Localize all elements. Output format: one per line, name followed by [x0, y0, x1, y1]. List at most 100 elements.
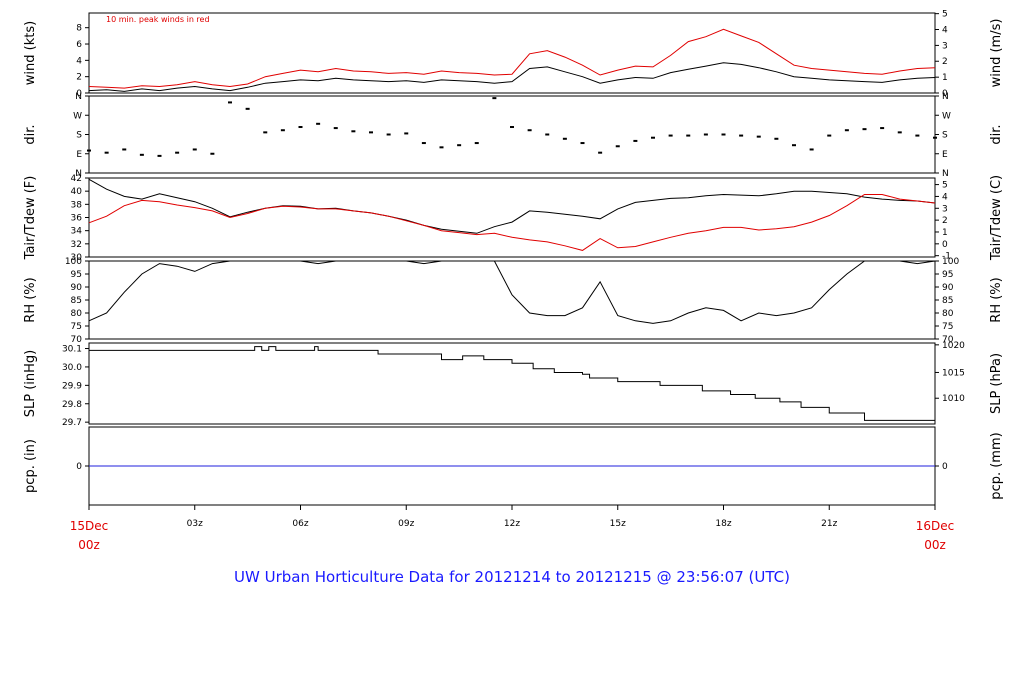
ylabel-left-slp: SLP (inHg) — [23, 350, 38, 418]
series-wind-1 — [88, 28, 936, 89]
direction-point — [703, 133, 708, 136]
ytick-label-left-rh: 95 — [71, 270, 82, 280]
ytick-label-right-dir: N — [942, 169, 949, 179]
direction-point — [510, 126, 514, 129]
ytick-label-left-wind: 0 — [76, 89, 82, 99]
ylabel-right-dir: dir. — [989, 124, 1004, 144]
direction-point — [175, 151, 180, 154]
ytick-label-left-rh: 90 — [71, 283, 83, 293]
direction-point — [192, 148, 197, 151]
direction-point — [580, 142, 585, 145]
ytick-label-right-dir: W — [942, 111, 951, 121]
direction-point — [545, 133, 550, 136]
ylabel-left-rh: RH (%) — [23, 277, 38, 322]
ytick-label-left-slp: 30.0 — [62, 363, 82, 373]
ytick-label-right-dir: E — [942, 150, 948, 160]
ylabel-left-temp: Tair/Tdew (F) — [23, 176, 38, 261]
xtick-label: 09z — [398, 519, 414, 529]
ylabel-left-dir: dir. — [23, 124, 38, 144]
ytick-label-left-slp: 29.9 — [62, 381, 82, 391]
ytick-label-right-rh: 100 — [942, 257, 959, 267]
panel-frame-rh — [88, 260, 936, 340]
direction-point — [862, 128, 867, 131]
ytick-label-right-wind: 1 — [942, 73, 948, 83]
xtick-label: 18z — [715, 519, 731, 529]
direction-point — [280, 129, 285, 132]
series-rh-0 — [88, 260, 936, 324]
xtick-label: 06z — [292, 519, 308, 529]
direction-point — [87, 149, 91, 152]
ytick-label-right-temp: 3 — [942, 204, 948, 214]
direction-point — [263, 131, 268, 134]
ytick-label-left-dir: E — [76, 150, 82, 160]
ytick-label-right-rh: 70 — [942, 335, 954, 345]
direction-point — [369, 131, 373, 134]
ytick-label-right-temp: 2 — [942, 216, 948, 226]
ytick-label-right-dir: S — [942, 131, 948, 141]
ytick-label-right-temp: 0 — [942, 240, 948, 250]
ytick-label-left-rh: 85 — [71, 296, 82, 306]
direction-point — [756, 135, 761, 138]
direction-point — [298, 126, 303, 129]
series-slp-0 — [89, 346, 936, 421]
ytick-label-right-pcp: 0 — [942, 462, 948, 472]
direction-point — [809, 148, 814, 151]
direction-point — [457, 144, 462, 147]
ytick-label-right-wind: 0 — [942, 89, 948, 99]
direction-point — [915, 134, 920, 137]
ytick-label-left-dir: W — [73, 111, 82, 121]
ytick-label-left-rh: 80 — [71, 309, 83, 319]
ytick-label-right-slp: 1020 — [942, 341, 965, 351]
ylabel-right-temp: Tair/Tdew (C) — [989, 175, 1004, 261]
ylabel-left-pcp: pcp. (in) — [23, 439, 38, 493]
ytick-label-left-temp: 36 — [71, 214, 83, 224]
ytick-label-left-temp: 32 — [71, 240, 82, 250]
panel-slp: SLP (inHg) SLP (hPa) 29.7 29.8 29.9 30.0 30.1 1… — [23, 341, 1004, 428]
direction-point — [651, 136, 655, 139]
ytick-label-left-rh: 75 — [71, 322, 82, 332]
direction-point — [351, 130, 356, 133]
direction-point — [157, 154, 162, 157]
series-wind-0 — [88, 62, 936, 92]
ytick-label-left-temp: 40 — [71, 187, 83, 197]
ylabel-left-wind: wind (kts) — [23, 21, 38, 85]
panel-temp: Tair/Tdew (F) Tair/Tdew (C)30323436384042… — [23, 174, 1004, 263]
direction-point — [228, 101, 232, 104]
direction-point — [439, 146, 444, 149]
xtick-label: 15z — [610, 519, 626, 529]
ytick-label-left-temp: 34 — [71, 227, 83, 237]
ytick-label-right-temp: -1 — [942, 252, 951, 262]
direction-point — [421, 142, 426, 145]
ytick-label-right-wind: 5 — [942, 10, 948, 20]
direction-point — [668, 134, 673, 137]
ylabel-right-slp: SLP (hPa) — [989, 353, 1004, 414]
direction-point — [615, 145, 620, 148]
direction-point — [122, 148, 127, 151]
panel-frame-temp — [88, 177, 936, 258]
direction-point — [897, 131, 902, 134]
direction-point — [792, 144, 796, 147]
time-axis: 03z 06z 09z 12z 15z 18z 21z 15Dec 00z 16Dec 00z — [70, 505, 955, 552]
direction-point — [739, 134, 744, 137]
direction-point — [139, 153, 144, 156]
direction-point — [333, 127, 338, 130]
ytick-label-left-wind: 6 — [76, 40, 82, 50]
direction-point — [633, 139, 638, 142]
panel-pcp: pcp. (in) pcp. (mm) 0 0 — [23, 426, 1004, 506]
ytick-label-right-temp: 1 — [942, 228, 948, 238]
direction-point — [933, 136, 937, 139]
ytick-label-right-dir: N — [942, 92, 949, 102]
ytick-label-left-wind: 8 — [76, 24, 82, 34]
ytick-label-right-rh: 90 — [942, 283, 954, 293]
chart-title: UW Urban Horticulture Data for 20121214 … — [234, 568, 790, 586]
series-temp-tdew — [88, 194, 936, 251]
direction-point — [827, 134, 832, 137]
xtick-label: 21z — [821, 519, 837, 529]
direction-point — [562, 137, 567, 140]
xaxis-end-date: 16Dec — [916, 519, 955, 533]
ylabel-right-wind: wind (m/s) — [989, 19, 1004, 88]
ytick-label-left-dir: N — [75, 169, 82, 179]
xtick-label: 03z — [187, 519, 203, 529]
